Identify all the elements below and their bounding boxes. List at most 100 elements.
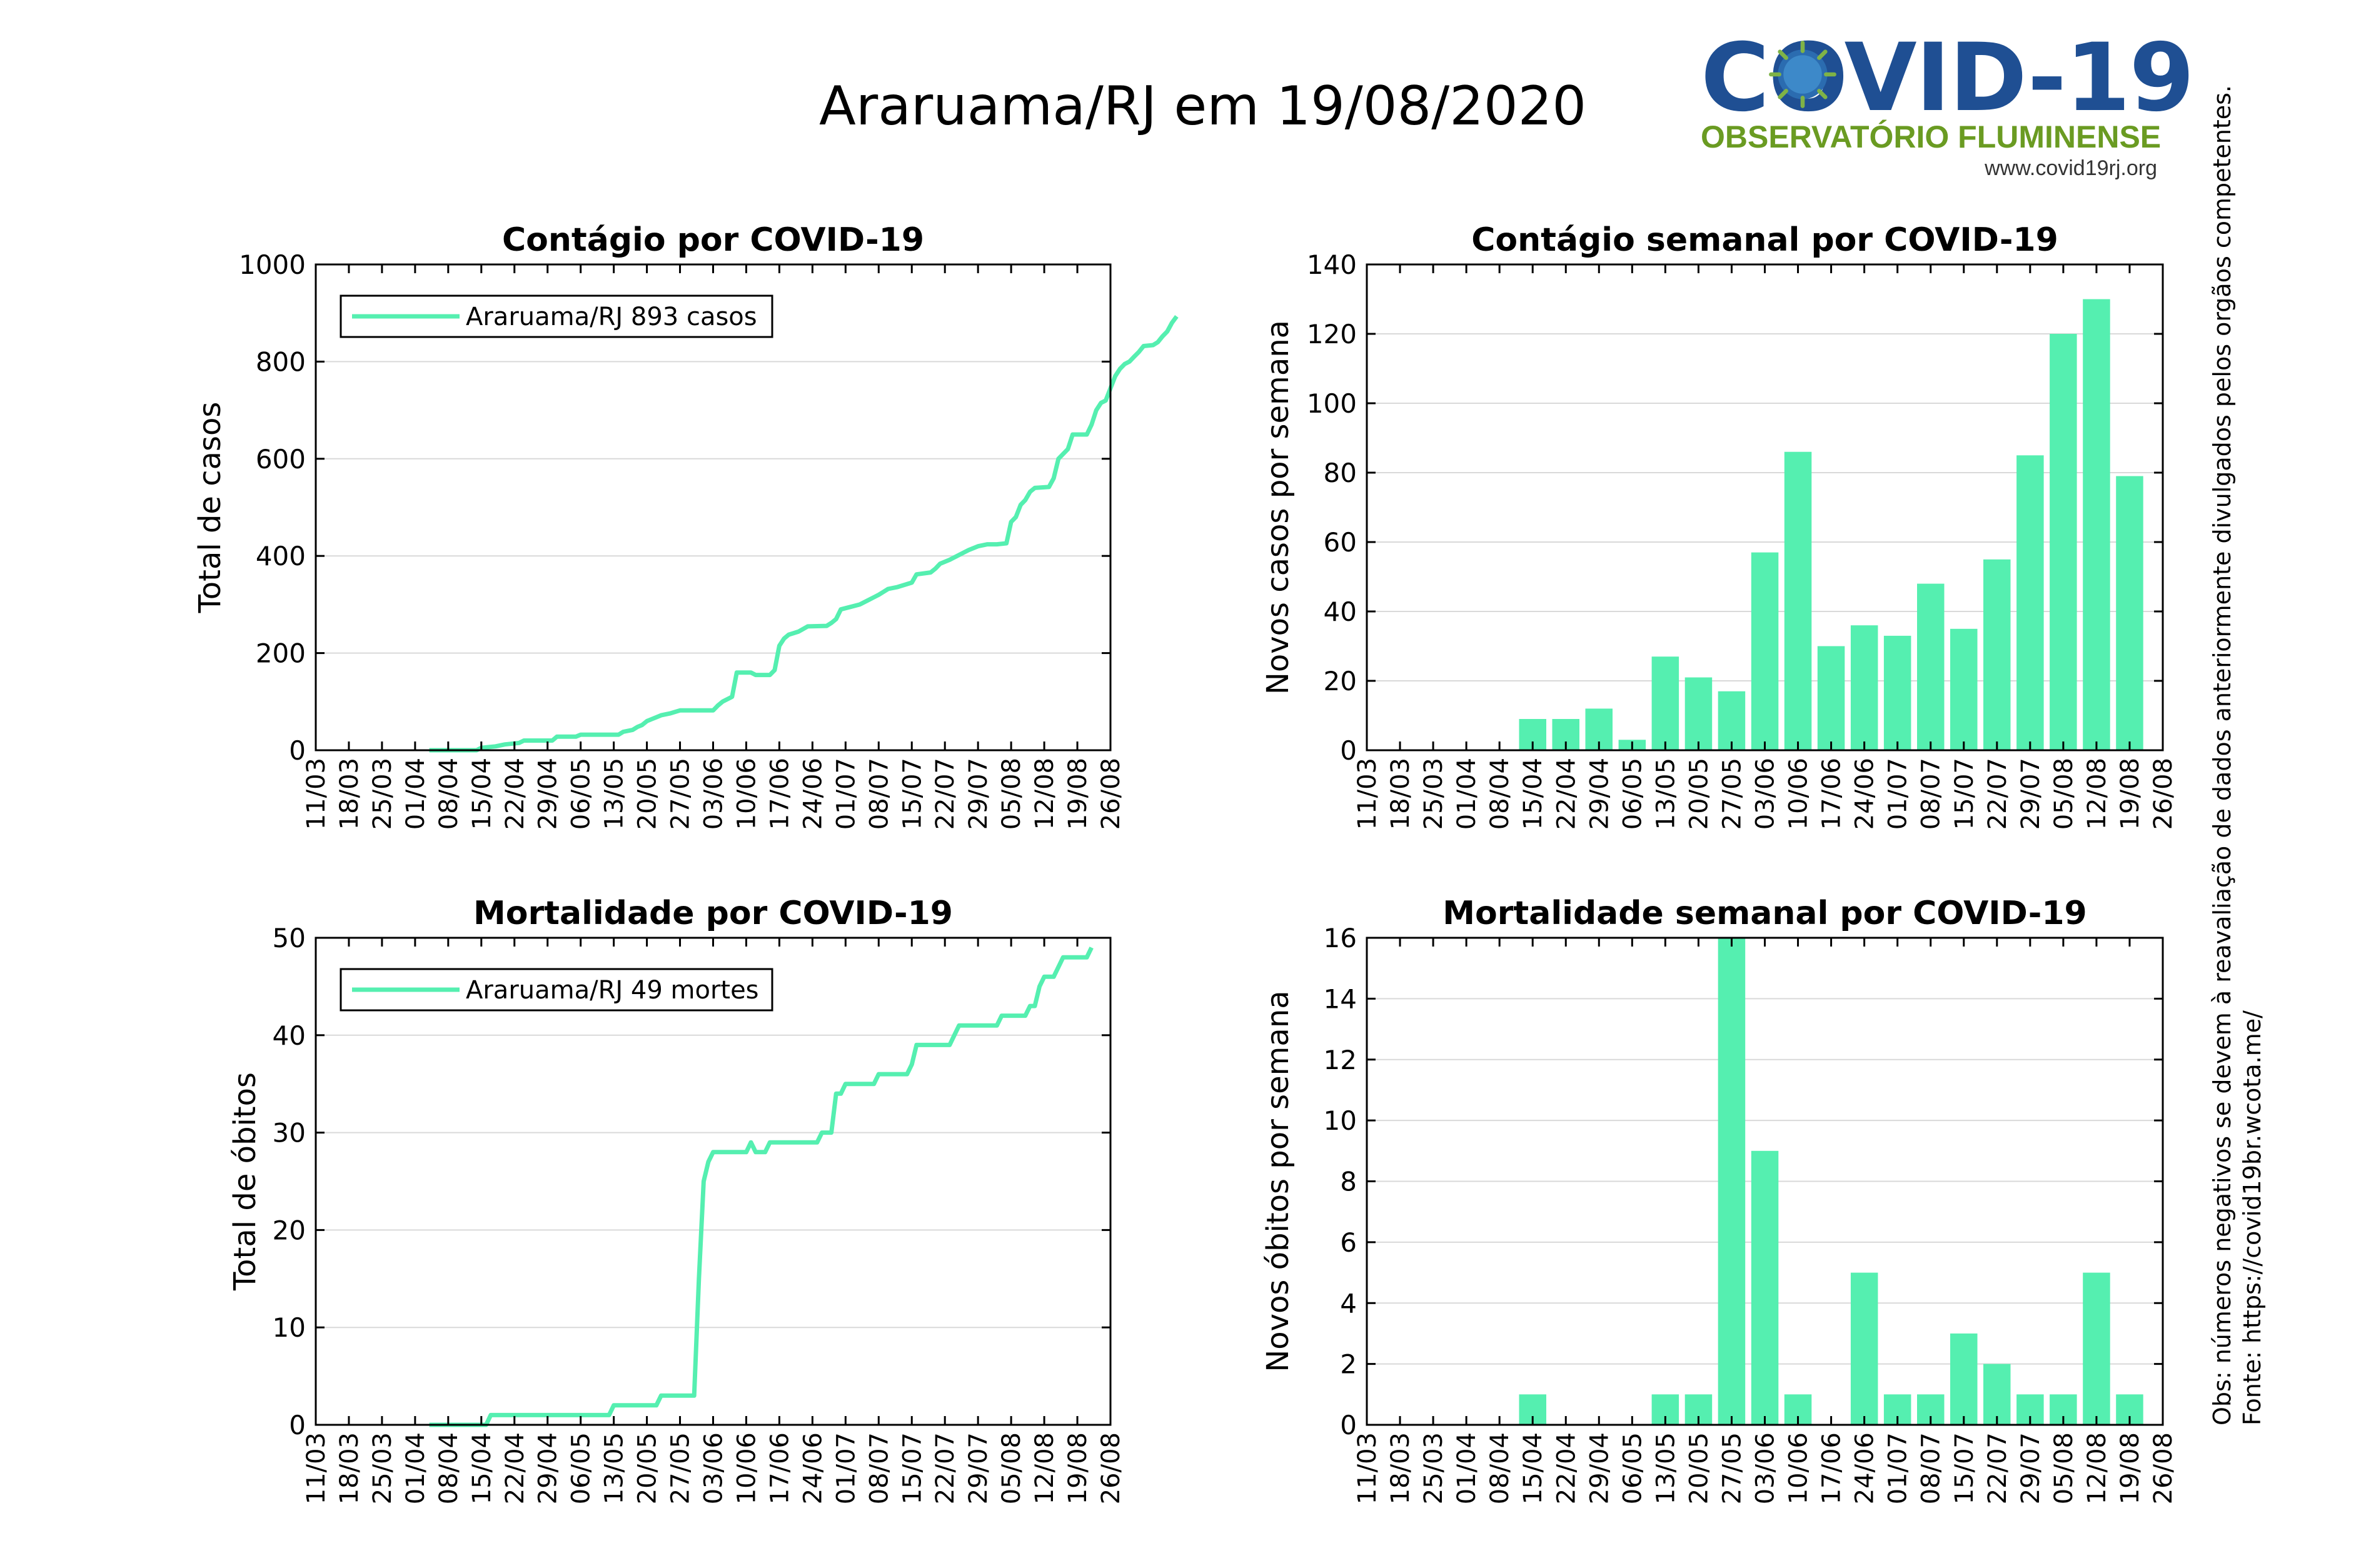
x-tick-label: 26/08 bbox=[1097, 1432, 1125, 1504]
x-tick-label: 12/08 bbox=[1030, 758, 1059, 830]
logo-subtitle: OBSERVATÓRIO FLUMINENSE bbox=[1701, 119, 2162, 154]
bar-15-07 bbox=[1950, 1333, 1978, 1425]
y-tick-label: 10 bbox=[273, 1312, 306, 1343]
x-tick-label: 27/05 bbox=[1718, 758, 1746, 830]
x-tick-label: 13/05 bbox=[1651, 758, 1680, 830]
x-tick-label: 22/04 bbox=[501, 1432, 530, 1504]
legend-label: Araruama/RJ 49 mortes bbox=[466, 976, 759, 1005]
bar-15-07 bbox=[1950, 628, 1978, 751]
bar-27-05 bbox=[1718, 691, 1746, 750]
x-tick-label: 26/08 bbox=[1097, 758, 1125, 830]
x-tick-label: 29/07 bbox=[2016, 1432, 2045, 1504]
y-tick-label: 20 bbox=[273, 1215, 306, 1245]
covid19-logo: COVID-19 OBSERVATÓRIO FLUMINENSE www.cov… bbox=[1688, 31, 2195, 181]
x-tick-label: 01/07 bbox=[1884, 1432, 1913, 1504]
x-tick-label: 15/04 bbox=[468, 1432, 496, 1504]
x-tick-label: 08/07 bbox=[1917, 758, 1946, 830]
y-tick-label: 0 bbox=[289, 735, 306, 766]
x-tick-label: 03/06 bbox=[700, 1432, 728, 1504]
bar-10-06 bbox=[1784, 451, 1812, 750]
x-tick-label: 22/07 bbox=[931, 1432, 960, 1504]
legend-label: Araruama/RJ 893 casos bbox=[466, 303, 757, 331]
y-tick-label: 40 bbox=[1324, 596, 1357, 627]
y-tick-label: 80 bbox=[1324, 458, 1357, 488]
x-tick-label: 24/06 bbox=[798, 758, 827, 830]
x-tick-label: 08/04 bbox=[1486, 1432, 1514, 1504]
y-tick-label: 0 bbox=[289, 1410, 306, 1440]
x-tick-label: 27/05 bbox=[667, 1432, 695, 1504]
x-tick-label: 03/06 bbox=[1751, 758, 1780, 830]
x-tick-label: 27/05 bbox=[667, 758, 695, 830]
y-tick-label: 100 bbox=[1307, 388, 1357, 419]
x-tick-label: 05/08 bbox=[2050, 758, 2078, 830]
x-tick-label: 19/08 bbox=[2116, 1432, 2145, 1504]
x-tick-label: 12/08 bbox=[2083, 758, 2112, 830]
y-tick-label: 10 bbox=[1324, 1105, 1357, 1136]
x-tick-label: 29/04 bbox=[1585, 1432, 1614, 1504]
x-tick-label: 22/04 bbox=[1552, 758, 1581, 830]
x-tick-label: 18/03 bbox=[1386, 1432, 1415, 1504]
x-tick-label: 15/04 bbox=[1519, 758, 1548, 830]
y-tick-label: 2 bbox=[1340, 1349, 1357, 1380]
x-tick-label: 06/05 bbox=[567, 758, 596, 830]
x-tick-label: 11/03 bbox=[1353, 1432, 1382, 1504]
x-tick-label: 01/07 bbox=[832, 758, 860, 830]
x-tick-label: 29/07 bbox=[964, 1432, 993, 1504]
x-tick-label: 20/05 bbox=[1684, 1432, 1713, 1504]
x-tick-label: 12/08 bbox=[2083, 1432, 2112, 1504]
x-tick-label: 29/04 bbox=[534, 758, 563, 830]
chart-title: Mortalidade semanal por COVID-19 bbox=[1442, 895, 2087, 932]
x-tick-label: 15/07 bbox=[898, 1432, 927, 1504]
x-tick-label: 01/04 bbox=[401, 1432, 430, 1504]
chart-title: Mortalidade por COVID-19 bbox=[473, 895, 953, 932]
x-tick-label: 01/04 bbox=[1452, 758, 1481, 830]
y-tick-label: 40 bbox=[273, 1020, 306, 1051]
logo-url: www.covid19rj.org bbox=[1985, 156, 2157, 180]
x-tick-label: 29/07 bbox=[2016, 758, 2045, 830]
y-tick-label: 6 bbox=[1340, 1227, 1357, 1258]
chart-title: Contágio por COVID-19 bbox=[502, 221, 924, 259]
x-tick-label: 08/07 bbox=[865, 758, 894, 830]
x-tick-label: 17/06 bbox=[1818, 1432, 1846, 1504]
x-tick-label: 20/05 bbox=[633, 1432, 662, 1504]
x-tick-label: 10/06 bbox=[732, 758, 761, 830]
y-tick-label: 400 bbox=[256, 541, 306, 571]
bar-17-06 bbox=[1817, 646, 1845, 750]
x-tick-label: 11/03 bbox=[302, 1432, 331, 1504]
x-tick-label: 08/04 bbox=[435, 758, 463, 830]
x-tick-label: 26/08 bbox=[2149, 1432, 2178, 1504]
y-axis-label: Novos casos por semana bbox=[1261, 320, 1296, 695]
x-tick-label: 03/06 bbox=[700, 758, 728, 830]
y-tick-label: 8 bbox=[1340, 1167, 1357, 1197]
x-tick-label: 25/03 bbox=[1419, 758, 1448, 830]
x-tick-label: 18/03 bbox=[335, 1432, 364, 1504]
x-tick-label: 13/05 bbox=[600, 1432, 629, 1504]
y-tick-label: 200 bbox=[256, 638, 306, 669]
x-tick-label: 22/07 bbox=[1983, 1432, 2012, 1504]
y-tick-label: 600 bbox=[256, 444, 306, 475]
x-tick-label: 17/06 bbox=[1818, 758, 1846, 830]
y-tick-label: 20 bbox=[1324, 666, 1357, 696]
x-tick-label: 29/04 bbox=[1585, 758, 1614, 830]
x-tick-label: 20/05 bbox=[633, 758, 662, 830]
x-tick-label: 24/06 bbox=[1851, 758, 1880, 830]
cases-cumulative-line bbox=[429, 315, 1179, 753]
x-tick-label: 10/06 bbox=[732, 1432, 761, 1504]
x-tick-label: 01/07 bbox=[832, 1432, 860, 1504]
x-tick-label: 08/04 bbox=[435, 1432, 463, 1504]
bar-01-07 bbox=[1883, 635, 1911, 750]
x-tick-label: 01/04 bbox=[401, 758, 430, 830]
x-tick-label: 06/05 bbox=[1618, 758, 1647, 830]
page-title: Araruama/RJ em 19/08/2020 bbox=[819, 75, 1587, 138]
deaths-cumulative-line bbox=[429, 947, 1094, 1427]
bar-19-08 bbox=[2116, 476, 2143, 750]
x-tick-label: 01/04 bbox=[1452, 1432, 1481, 1504]
bar-27-05 bbox=[1718, 938, 1746, 1425]
y-tick-label: 12 bbox=[1324, 1045, 1357, 1075]
x-tick-label: 17/06 bbox=[765, 1432, 794, 1504]
x-tick-label: 22/07 bbox=[931, 758, 960, 830]
y-tick-label: 0 bbox=[1340, 1410, 1357, 1440]
x-tick-label: 22/04 bbox=[1552, 1432, 1581, 1504]
